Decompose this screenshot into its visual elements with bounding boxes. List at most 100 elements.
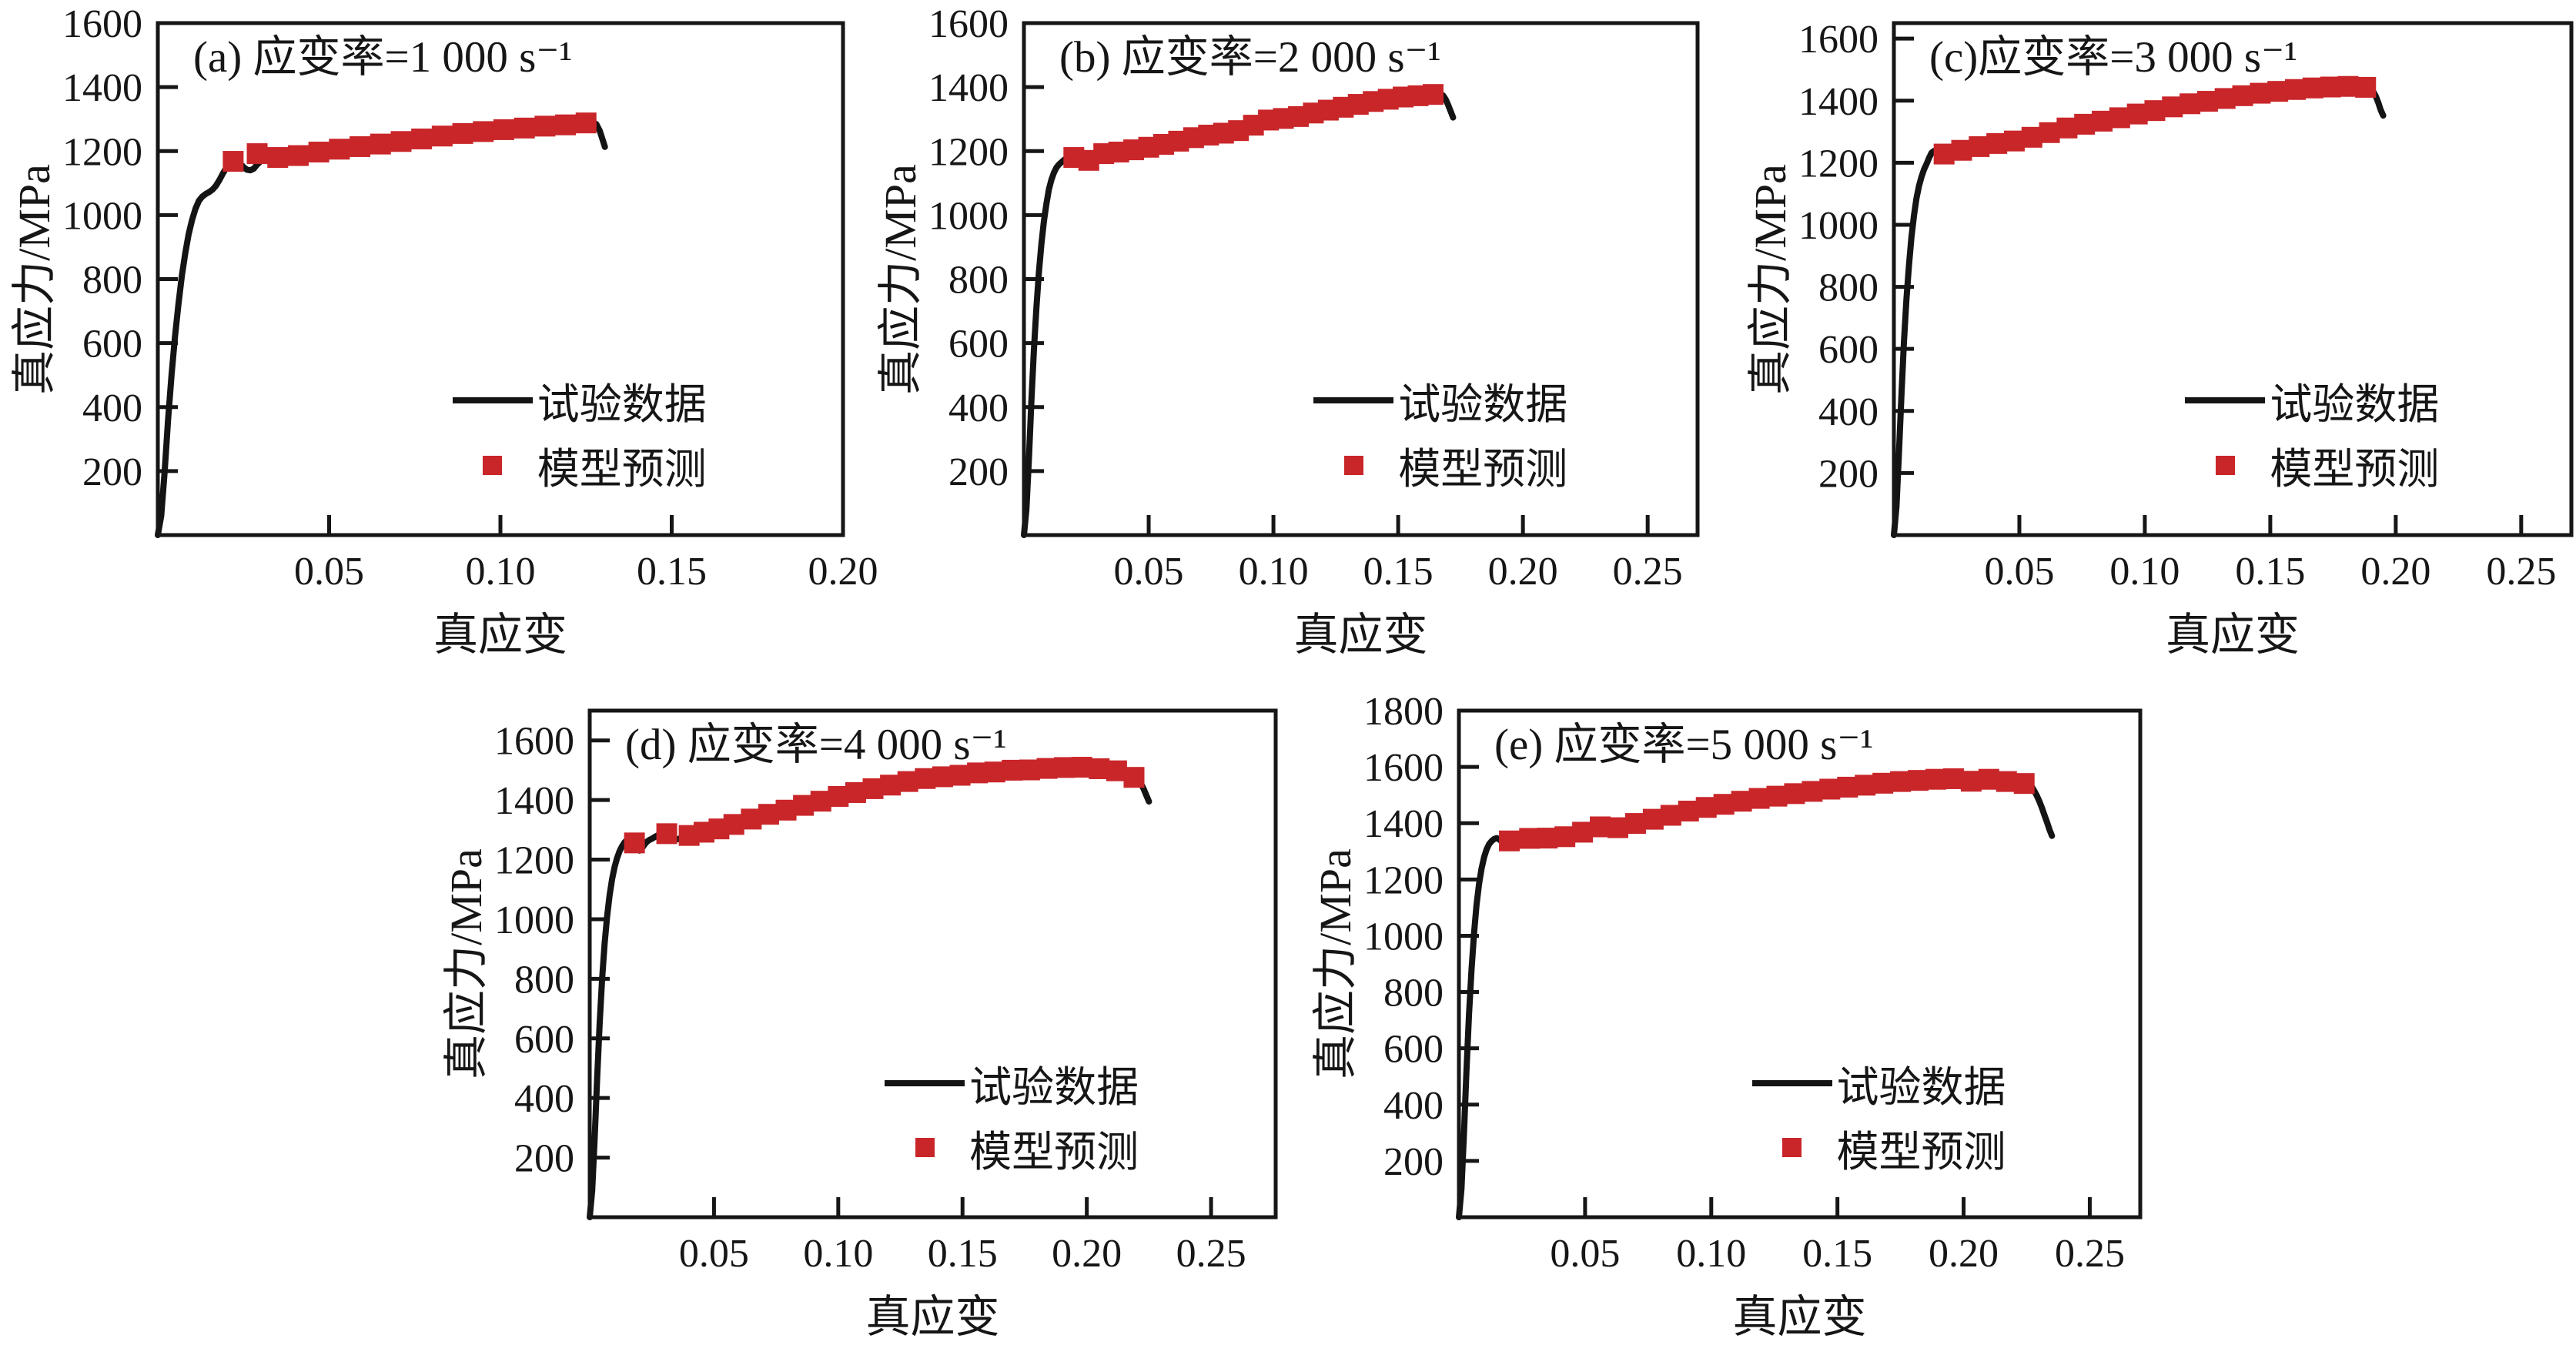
chart-panel-a: (a) 应变率=1 000 s⁻¹ 真应力/MPa 真应变 试验数据 模型预测 xyxy=(9,23,843,660)
plot-frame xyxy=(1892,21,2574,537)
prediction-marker xyxy=(1624,813,1646,835)
prediction-marker xyxy=(1054,757,1076,778)
prediction-marker xyxy=(949,765,971,786)
prediction-marker xyxy=(810,791,831,812)
y-tick-label: 1200 xyxy=(1363,858,1444,902)
x-axis-label: 真应变 xyxy=(2165,610,2300,660)
y-tick-label: 1600 xyxy=(928,2,1009,46)
prediction-marker xyxy=(793,795,815,816)
y-tick-label: 1400 xyxy=(494,779,574,823)
x-tick-label: 0.15 xyxy=(2235,550,2305,594)
prediction-marker xyxy=(1695,797,1717,818)
prediction-marker xyxy=(2092,110,2113,132)
x-tick-label: 0.25 xyxy=(2486,550,2556,594)
prediction-marker xyxy=(1660,805,1681,826)
y-tick-label: 1200 xyxy=(494,839,574,883)
prediction-marker xyxy=(575,112,597,134)
legend: 试验数据 模型预测 xyxy=(2185,366,2439,499)
prediction-marker xyxy=(1766,785,1788,807)
prediction-marker xyxy=(287,145,309,166)
y-tick-label: 400 xyxy=(82,386,142,430)
y-tick-label: 1000 xyxy=(494,898,574,942)
prediction-marker xyxy=(2250,82,2271,104)
y-tick-label: 400 xyxy=(514,1077,574,1121)
prediction-marker xyxy=(1802,781,1823,802)
prediction-marker xyxy=(932,766,953,788)
chart-title: (c)应变率=3 000 s⁻¹ xyxy=(1929,33,2298,82)
prediction-marker xyxy=(1748,788,1770,809)
legend-line-swatch xyxy=(1313,397,1394,404)
legend-row-experimental: 试验数据 xyxy=(885,1052,1139,1114)
x-tick-label: 0.15 xyxy=(637,550,707,594)
x-tick-label: 0.15 xyxy=(928,1232,998,1276)
prediction-marker xyxy=(2056,117,2078,139)
y-tick-label: 1000 xyxy=(928,194,1009,238)
y-tick-label: 800 xyxy=(1818,266,1878,310)
prediction-marker xyxy=(2074,113,2096,135)
x-tick-label: 0.25 xyxy=(1613,550,1683,594)
y-tick-label: 600 xyxy=(82,323,142,366)
y-tick-label: 800 xyxy=(82,259,142,303)
legend-line-swatch xyxy=(2185,397,2266,404)
prediction-marker xyxy=(2355,76,2377,98)
prediction-marker xyxy=(390,131,412,152)
square-marker-icon xyxy=(1782,1138,1802,1158)
legend-label-experimental: 试验数据 xyxy=(969,1063,1139,1111)
prediction-marker xyxy=(967,762,989,784)
x-tick-label: 0.20 xyxy=(1929,1232,1999,1276)
legend-label-experimental: 试验数据 xyxy=(2270,381,2440,429)
legend-label-model: 模型预测 xyxy=(537,446,707,494)
chart-panel-e: (e) 应变率=5 000 s⁻¹ 真应力/MPa 真应变 试验数据 模型预测 xyxy=(1310,711,2140,1342)
prediction-marker xyxy=(2320,76,2341,98)
prediction-marker xyxy=(1933,143,1955,165)
legend-marker-swatch xyxy=(1752,1138,1832,1158)
prediction-marker xyxy=(2302,77,2323,99)
legend-label-model: 模型预测 xyxy=(1398,446,1568,494)
prediction-marker xyxy=(1002,759,1023,781)
prediction-marker xyxy=(1942,768,1964,789)
prediction-marker xyxy=(775,799,797,821)
plot-frame xyxy=(587,708,1278,1220)
prediction-marker xyxy=(2162,96,2183,118)
legend: 试验数据 模型预测 xyxy=(1313,366,1567,499)
y-tick-label: 1400 xyxy=(928,66,1009,110)
legend-row-experimental: 试验数据 xyxy=(1751,1052,2006,1114)
y-axis-label: 真应力/MPa xyxy=(1745,163,1795,395)
plot-area-b: 0.05 0.10 0.15 0.20 0.25 200 400 600 800 1000 1200… xyxy=(928,2,1700,594)
y-tick-label: 600 xyxy=(1383,1028,1444,1072)
x-tick-label: 0.10 xyxy=(2109,550,2180,594)
prediction-marker xyxy=(452,122,473,144)
x-tick-label: 0.15 xyxy=(1802,1232,1872,1276)
y-tick-label: 1600 xyxy=(494,720,574,764)
x-tick-label: 0.05 xyxy=(679,1232,749,1276)
x-tick-label: 0.10 xyxy=(803,1232,873,1276)
prediction-marker xyxy=(534,115,556,137)
line-sample-icon xyxy=(452,397,533,404)
prediction-marker xyxy=(1499,830,1521,851)
prediction-marker xyxy=(828,785,849,807)
chart-panel-b: (b) 应变率=2 000 s⁻¹ 真应力/MPa 真应变 试验数据 模型预测 xyxy=(875,23,1698,660)
prediction-marker xyxy=(758,804,779,825)
prediction-marker xyxy=(1590,816,1611,838)
prediction-marker xyxy=(897,771,918,792)
prediction-marker xyxy=(1713,794,1735,815)
prediction-marker xyxy=(915,768,936,789)
prediction-marker xyxy=(723,814,744,835)
prediction-marker xyxy=(308,141,330,162)
y-tick-label: 1600 xyxy=(1363,746,1444,790)
square-marker-icon xyxy=(483,455,503,475)
prediction-marker xyxy=(1925,768,1946,790)
y-tick-label: 600 xyxy=(948,323,1009,366)
prediction-marker xyxy=(1960,771,1982,792)
line-sample-icon xyxy=(885,1079,965,1086)
x-tick-label: 0.20 xyxy=(1052,1232,1122,1276)
prediction-marker xyxy=(2003,130,2025,152)
prediction-marker xyxy=(370,133,391,155)
prediction-marker xyxy=(2144,100,2166,122)
x-tick-label: 0.20 xyxy=(1488,550,1558,594)
prediction-marker xyxy=(1890,771,1912,792)
prediction-marker xyxy=(473,121,494,142)
y-tick-label: 1600 xyxy=(1798,18,1878,62)
prediction-marker xyxy=(1872,772,1894,794)
